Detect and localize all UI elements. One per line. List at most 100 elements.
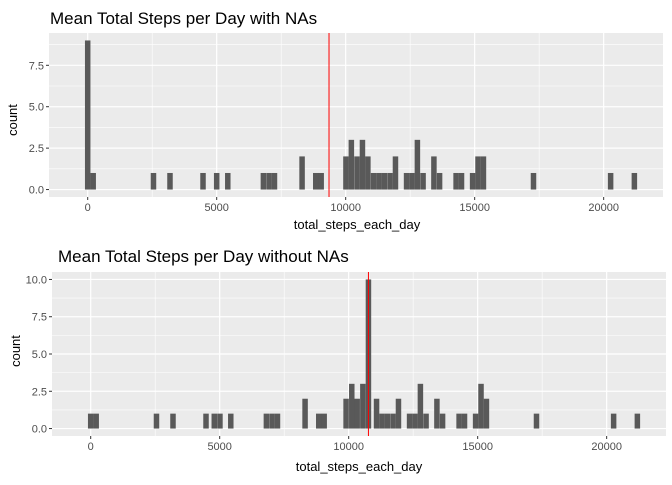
histogram-bar xyxy=(200,172,206,190)
histogram-bar xyxy=(431,156,437,190)
x-tick-label: 5000 xyxy=(204,202,228,214)
histogram-bar xyxy=(354,156,360,190)
histogram-bar xyxy=(225,172,231,190)
histogram-bar xyxy=(271,172,278,190)
x-tick-label: 0 xyxy=(88,441,94,453)
y-tick-label: 2.5 xyxy=(32,386,47,398)
histogram-without-nas: Mean Total Steps per Day without NAs tot… xyxy=(8,247,666,474)
histogram-bar xyxy=(634,413,641,429)
chart-title: Mean Total Steps per Day without NAs xyxy=(58,247,349,266)
histogram-bar xyxy=(349,383,355,429)
histogram-bar xyxy=(203,413,209,429)
histogram-bar xyxy=(318,172,324,190)
x-tick-label: 0 xyxy=(85,202,91,214)
x-tick-label: 10000 xyxy=(333,441,364,453)
histogram-bar xyxy=(170,413,176,429)
histogram-bar xyxy=(456,413,462,429)
x-tick-label: 15000 xyxy=(459,202,490,214)
histogram-bar xyxy=(321,413,327,429)
y-tick-label: 7.5 xyxy=(32,312,47,324)
x-axis-title: total_steps_each_day xyxy=(294,217,421,232)
histogram-bar xyxy=(228,413,234,429)
histogram-bar xyxy=(354,398,360,429)
histogram-bar xyxy=(403,172,410,190)
histogram-bar xyxy=(475,156,481,190)
histogram-bar xyxy=(387,172,393,190)
y-tick-label: 5.0 xyxy=(29,102,44,114)
histogram-bar xyxy=(420,172,426,190)
histogram-bar xyxy=(93,413,99,429)
histogram-bar xyxy=(417,383,424,429)
histogram-bar xyxy=(343,398,349,429)
axes: 0 5000 10000 15000 20000 0.0 2.5 5.0 7.5 xyxy=(29,60,619,214)
plot-panel xyxy=(49,33,663,197)
histogram-bar xyxy=(263,413,270,429)
histogram-bar xyxy=(153,413,160,429)
histogram-bar xyxy=(150,172,157,190)
histogram-bar xyxy=(472,413,479,429)
histogram-bar xyxy=(439,413,446,429)
histogram-bar xyxy=(480,156,487,190)
histogram-bar xyxy=(384,413,391,429)
histogram-bar xyxy=(266,172,272,190)
histogram-bar xyxy=(213,172,220,190)
y-axis-title: count xyxy=(5,104,20,136)
plot-panel xyxy=(52,272,666,436)
histogram-bar xyxy=(84,40,91,190)
histogram-bar xyxy=(412,413,418,429)
histogram-bar xyxy=(373,398,380,429)
x-tick-label: 10000 xyxy=(330,202,361,214)
x-tick-label: 15000 xyxy=(462,441,493,453)
histogram-bar xyxy=(376,172,382,190)
histogram-bar xyxy=(90,172,96,190)
histogram-bar xyxy=(436,172,443,190)
histogram-bar xyxy=(360,383,366,429)
histogram-bar xyxy=(406,413,413,429)
histogram-bar xyxy=(409,172,415,190)
histogram-bar xyxy=(461,413,468,429)
x-axis-title: total_steps_each_day xyxy=(296,459,423,474)
chart-title: Mean Total Steps per Day with NAs xyxy=(50,9,317,28)
histogram-bar xyxy=(381,172,388,190)
histogram-bar xyxy=(610,413,617,429)
histogram-bar xyxy=(530,172,537,190)
histogram-bar xyxy=(370,172,377,190)
histogram-bar xyxy=(359,139,366,190)
y-tick-label: 7.5 xyxy=(29,60,44,72)
histogram-bar xyxy=(365,156,371,190)
histogram-bar xyxy=(343,156,349,190)
histogram-bar xyxy=(379,413,385,429)
histogram-bar xyxy=(423,413,429,429)
histogram-bar xyxy=(469,172,476,190)
y-tick-label: 0.0 xyxy=(29,185,44,197)
histogram-bar xyxy=(434,398,440,429)
y-axis-title: count xyxy=(8,335,23,367)
axes: 0 5000 10000 15000 20000 0.0 2.5 5.0 7.5 10.0 xyxy=(26,274,622,453)
histogram-bar xyxy=(348,139,355,190)
histogram-bar xyxy=(87,413,94,429)
histogram-bar xyxy=(458,172,465,190)
histogram-bar xyxy=(302,398,308,429)
histogram-bar xyxy=(217,413,223,429)
y-tick-label: 10.0 xyxy=(26,274,47,286)
histogram-bar xyxy=(392,156,399,190)
histogram-bar xyxy=(533,413,540,429)
x-tick-label: 20000 xyxy=(591,441,622,453)
histogram-bar xyxy=(260,172,267,190)
histogram-bar xyxy=(313,172,319,190)
histogram-bar xyxy=(211,413,218,429)
histogram-bar xyxy=(631,172,638,190)
histogram-bar xyxy=(316,413,322,429)
histogram-with-nas: Mean Total Steps per Day with NAs total_… xyxy=(5,9,663,232)
histogram-bar xyxy=(167,172,173,190)
histogram-bar xyxy=(390,413,396,429)
histogram-bar xyxy=(414,139,421,190)
x-tick-label: 5000 xyxy=(207,441,231,453)
histogram-bar xyxy=(483,398,490,429)
y-tick-label: 2.5 xyxy=(29,143,44,155)
y-tick-label: 0.0 xyxy=(32,424,47,436)
histogram-bars xyxy=(84,40,638,190)
histogram-bar xyxy=(478,383,484,429)
